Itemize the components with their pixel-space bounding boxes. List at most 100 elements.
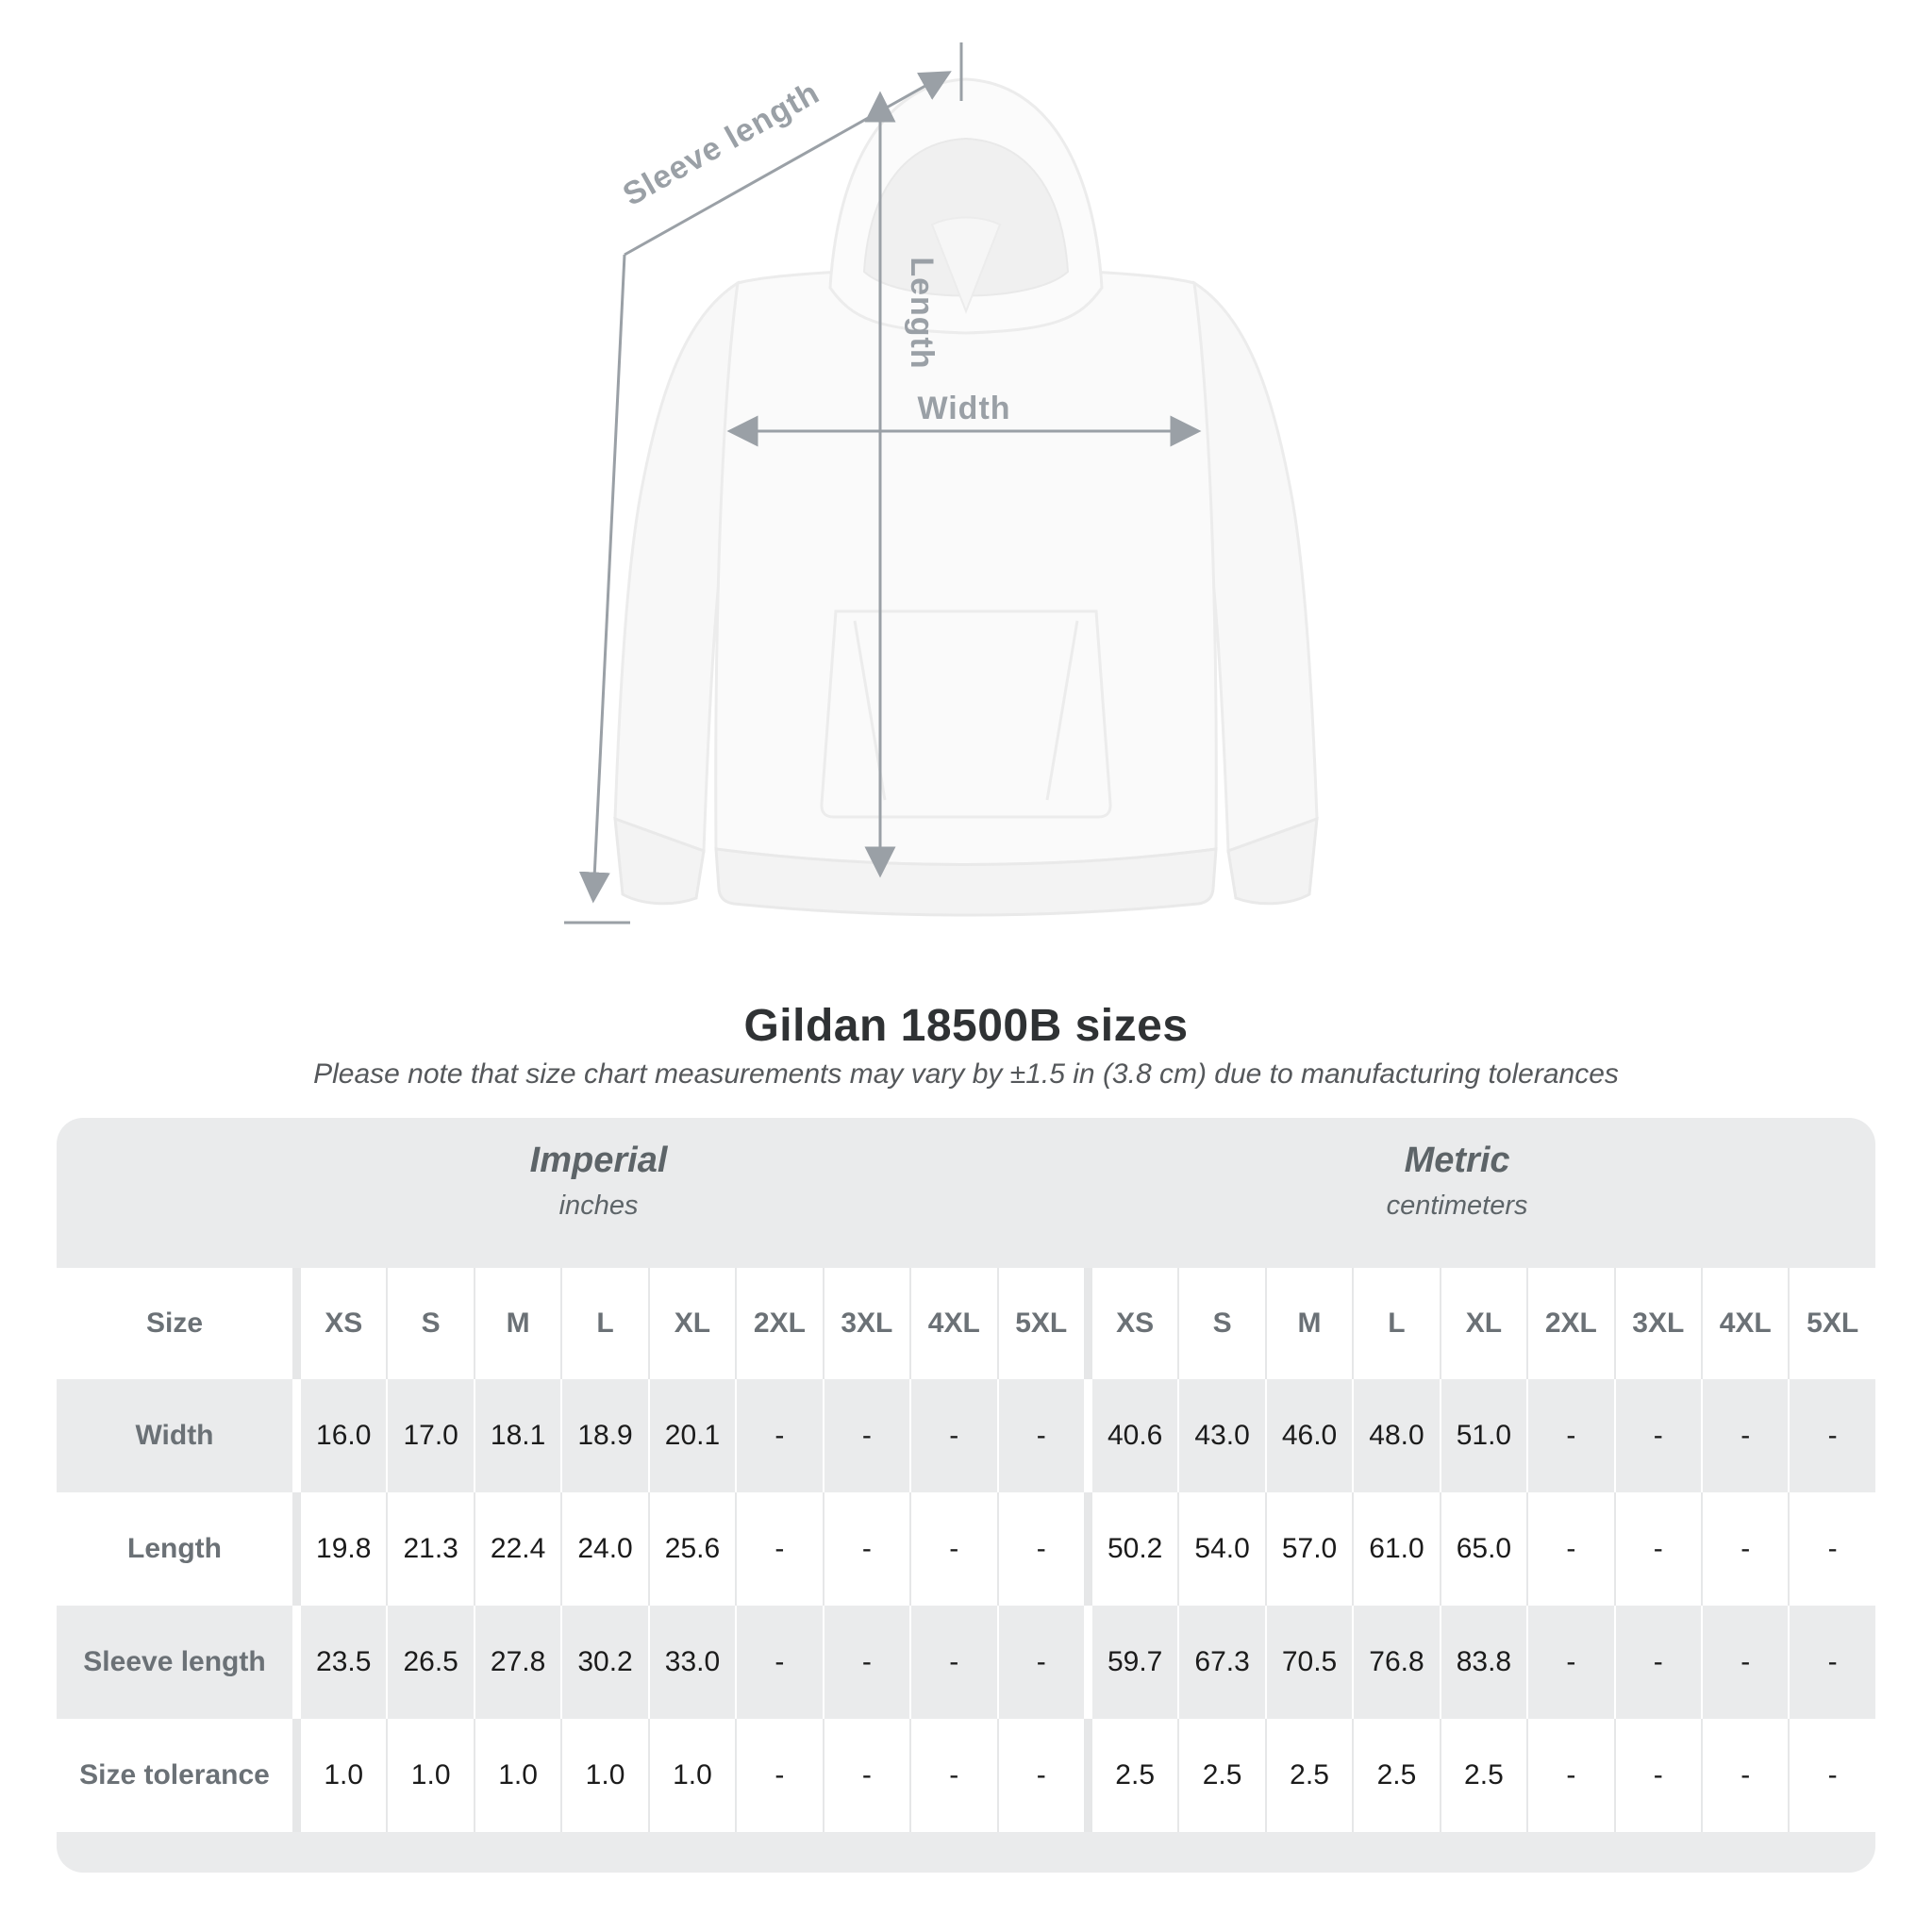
imperial-unit-label: inches bbox=[558, 1191, 639, 1221]
size-header-cell: 5XL bbox=[1788, 1268, 1874, 1379]
table-row: Length 19.8 21.3 22.4 24.0 25.6- - - -50.2 54.0 57… bbox=[57, 1492, 1875, 1606]
value-cell: - bbox=[1701, 1379, 1788, 1492]
page-title: Gildan 18500B sizes bbox=[743, 1001, 1189, 1051]
value-cell: 70.5 bbox=[1264, 1606, 1352, 1719]
width-label: Width bbox=[917, 391, 1010, 426]
size-header-cell: XS bbox=[1083, 1268, 1177, 1379]
length-label: Length bbox=[904, 257, 940, 369]
size-header-cell: M bbox=[473, 1268, 560, 1379]
value-cell: 2.5 bbox=[1083, 1719, 1177, 1832]
value-cell: - bbox=[1701, 1719, 1788, 1832]
value-cell: - bbox=[909, 1719, 996, 1832]
value-cell: 61.0 bbox=[1352, 1492, 1439, 1606]
value-cell: 16.0 bbox=[292, 1379, 386, 1492]
size-header-cell: 2XL bbox=[1526, 1268, 1613, 1379]
page-subtitle: Please note that size chart measurements… bbox=[313, 1058, 1619, 1090]
value-cell: - bbox=[996, 1606, 1084, 1719]
table-row: Size tolerance 1.0 1.0 1.0 1.0 1.0- - - -2.5 2.5 2… bbox=[57, 1719, 1875, 1832]
value-cell: - bbox=[1526, 1719, 1613, 1832]
value-cell: - bbox=[1701, 1606, 1788, 1719]
size-header-cell: L bbox=[560, 1268, 647, 1379]
value-cell: - bbox=[1526, 1606, 1613, 1719]
size-header-cell: 4XL bbox=[909, 1268, 996, 1379]
value-cell: 25.6 bbox=[647, 1492, 735, 1606]
value-cell: 18.1 bbox=[473, 1379, 560, 1492]
value-cell: - bbox=[1613, 1492, 1701, 1606]
size-header-cell: XS bbox=[292, 1268, 386, 1379]
row-label: Width bbox=[135, 1420, 214, 1451]
table-footer-band bbox=[57, 1832, 1875, 1873]
value-cell: 1.0 bbox=[647, 1719, 735, 1832]
value-cell: 30.2 bbox=[560, 1606, 647, 1719]
value-cell: 18.9 bbox=[560, 1379, 647, 1492]
value-cell: 57.0 bbox=[1264, 1492, 1352, 1606]
value-cell: 19.8 bbox=[292, 1492, 386, 1606]
value-cell: 1.0 bbox=[386, 1719, 473, 1832]
value-cell: - bbox=[909, 1379, 996, 1492]
value-cell: - bbox=[735, 1379, 822, 1492]
hoodie-size-diagram: Sleeve length Length Width bbox=[564, 42, 1319, 924]
value-cell: 1.0 bbox=[473, 1719, 560, 1832]
value-cell: 54.0 bbox=[1177, 1492, 1264, 1606]
value-cell: 24.0 bbox=[560, 1492, 647, 1606]
size-table: Imperial inches Metric centimeters Size X… bbox=[57, 1118, 1875, 1873]
value-cell: - bbox=[1526, 1492, 1613, 1606]
value-cell: - bbox=[1788, 1492, 1874, 1606]
value-cell: 22.4 bbox=[473, 1492, 560, 1606]
value-cell: - bbox=[909, 1606, 996, 1719]
value-cell: - bbox=[909, 1492, 996, 1606]
value-cell: - bbox=[1788, 1379, 1874, 1492]
value-cell: 2.5 bbox=[1352, 1719, 1439, 1832]
size-header-cell: S bbox=[386, 1268, 473, 1379]
size-header-cell: S bbox=[1177, 1268, 1264, 1379]
hoodie-illustration bbox=[613, 77, 1319, 917]
value-cell: 50.2 bbox=[1083, 1492, 1177, 1606]
value-cell: - bbox=[822, 1719, 909, 1832]
value-cell: - bbox=[822, 1379, 909, 1492]
size-table-rows: Size XS S M L XL 2XL 3XL 4XL 5XL XS S M L XL 2XL 3XL 4XL 5… bbox=[57, 1268, 1875, 1832]
value-cell: 48.0 bbox=[1352, 1379, 1439, 1492]
size-header-cell: 3XL bbox=[1613, 1268, 1701, 1379]
table-row: Sleeve length 23.5 26.5 27.8 30.2 33.0- - - -59.… bbox=[57, 1606, 1875, 1719]
size-column-header: Size bbox=[145, 1307, 204, 1339]
size-header-cell: 2XL bbox=[735, 1268, 822, 1379]
metric-label: Metric bbox=[1404, 1141, 1510, 1180]
value-cell: 17.0 bbox=[386, 1379, 473, 1492]
unit-group-metric: Metric centimeters bbox=[1387, 1118, 1528, 1222]
sleeve-length-line-vertical bbox=[578, 254, 626, 904]
value-cell: - bbox=[996, 1379, 1084, 1492]
value-cell: - bbox=[822, 1492, 909, 1606]
value-cell: - bbox=[1701, 1492, 1788, 1606]
value-cell: - bbox=[1788, 1606, 1874, 1719]
table-row: Size XS S M L XL 2XL 3XL 4XL 5XL XS S M L XL 2XL 3XL 4XL 5… bbox=[57, 1268, 1875, 1379]
value-cell: 2.5 bbox=[1264, 1719, 1352, 1832]
value-cell: - bbox=[1526, 1379, 1613, 1492]
size-header-cell: XL bbox=[1439, 1268, 1526, 1379]
value-cell: 43.0 bbox=[1177, 1379, 1264, 1492]
value-cell: 2.5 bbox=[1177, 1719, 1264, 1832]
value-cell: - bbox=[1613, 1606, 1701, 1719]
value-cell: 26.5 bbox=[386, 1606, 473, 1719]
value-cell: 76.8 bbox=[1352, 1606, 1439, 1719]
value-cell: - bbox=[1613, 1379, 1701, 1492]
size-header-cell: M bbox=[1264, 1268, 1352, 1379]
unit-group-imperial: Imperial inches bbox=[530, 1118, 668, 1222]
row-label: Size tolerance bbox=[79, 1759, 270, 1790]
row-label: Length bbox=[127, 1533, 222, 1564]
value-cell: - bbox=[735, 1606, 822, 1719]
value-cell: 1.0 bbox=[560, 1719, 647, 1832]
unit-header-band: Imperial inches Metric centimeters bbox=[57, 1118, 1875, 1268]
value-cell: 67.3 bbox=[1177, 1606, 1264, 1719]
value-cell: 23.5 bbox=[292, 1606, 386, 1719]
value-cell: 59.7 bbox=[1083, 1606, 1177, 1719]
value-cell: - bbox=[996, 1719, 1084, 1832]
value-cell: 46.0 bbox=[1264, 1379, 1352, 1492]
value-cell: 83.8 bbox=[1439, 1606, 1526, 1719]
value-cell: 65.0 bbox=[1439, 1492, 1526, 1606]
value-cell: 1.0 bbox=[292, 1719, 386, 1832]
value-cell: 51.0 bbox=[1439, 1379, 1526, 1492]
size-header-cell: 3XL bbox=[822, 1268, 909, 1379]
size-header-cell: 4XL bbox=[1701, 1268, 1788, 1379]
value-cell: - bbox=[735, 1719, 822, 1832]
size-header-cell: XL bbox=[647, 1268, 735, 1379]
